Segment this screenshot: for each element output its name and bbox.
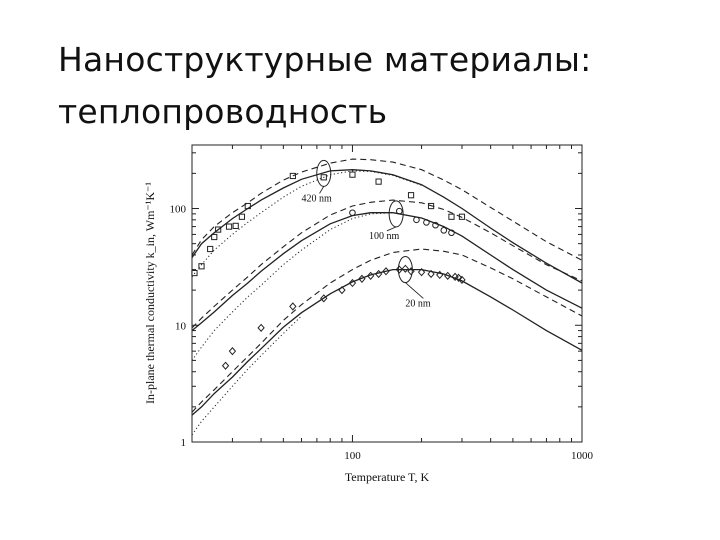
title-line-1: Наноструктурные материалы: bbox=[58, 40, 592, 79]
series-line-dashed bbox=[191, 199, 583, 329]
diamond-marker bbox=[395, 265, 403, 274]
y-axis-label: In-plane thermal conductivity k_in, Wm⁻¹… bbox=[143, 182, 157, 404]
diamond-marker bbox=[458, 275, 466, 284]
diamond-marker bbox=[289, 302, 297, 311]
square-marker bbox=[225, 223, 233, 230]
circle-marker bbox=[423, 219, 430, 226]
diamond-marker bbox=[427, 269, 435, 279]
series-line-dotted bbox=[191, 170, 422, 278]
diamond-marker bbox=[401, 264, 410, 273]
square-marker bbox=[289, 172, 296, 180]
series-line-dashed bbox=[191, 158, 583, 261]
diamond-marker bbox=[358, 274, 366, 283]
annotation-label: 100 nm bbox=[369, 231, 400, 242]
square-marker bbox=[191, 269, 198, 277]
plot-frame bbox=[191, 144, 583, 443]
circle-marker bbox=[432, 221, 439, 229]
x-tick-label: 1000 bbox=[571, 450, 594, 462]
diamond-marker bbox=[257, 323, 265, 333]
square-marker bbox=[349, 171, 356, 178]
square-marker bbox=[448, 213, 455, 220]
series-lines bbox=[191, 158, 583, 436]
diamond-marker bbox=[221, 361, 230, 370]
series-line-dotted bbox=[191, 315, 302, 436]
square-marker bbox=[238, 213, 246, 220]
circle-marker bbox=[349, 209, 356, 217]
series-line-solid bbox=[191, 169, 583, 284]
circle-marker bbox=[448, 229, 455, 237]
annotation-label: 20 nm bbox=[405, 298, 431, 309]
series-line-dotted bbox=[191, 212, 393, 361]
circle-marker bbox=[413, 216, 420, 224]
square-marker bbox=[427, 202, 435, 210]
series-line-solid bbox=[191, 268, 583, 416]
diamond-marker bbox=[374, 269, 383, 279]
circle-marker bbox=[440, 227, 448, 234]
diamond-marker bbox=[444, 271, 452, 281]
diamond-marker bbox=[417, 268, 426, 277]
annotation-leader bbox=[319, 186, 325, 194]
y-tick-label: 100 bbox=[170, 204, 187, 216]
diamond-marker bbox=[366, 271, 375, 281]
diamond-marker bbox=[436, 270, 444, 280]
diamond-marker bbox=[407, 267, 415, 276]
square-marker bbox=[320, 174, 327, 181]
annotation-leader bbox=[405, 282, 424, 299]
series-line-dashed bbox=[191, 248, 583, 413]
diamond-marker bbox=[228, 347, 237, 356]
slide-title: Наноструктурные материалы: теплопроводно… bbox=[58, 34, 698, 138]
annotation-label: 420 nm bbox=[302, 193, 333, 204]
square-marker bbox=[215, 226, 222, 233]
square-marker bbox=[458, 213, 466, 220]
square-marker bbox=[198, 263, 205, 270]
diamond-marker bbox=[348, 278, 357, 288]
data-markers bbox=[191, 171, 466, 370]
diamond-marker bbox=[454, 273, 463, 282]
square-marker bbox=[232, 222, 239, 229]
x-tick-label: 100 bbox=[344, 450, 361, 462]
square-marker bbox=[375, 178, 382, 185]
square-marker bbox=[211, 233, 218, 241]
annotation-leader bbox=[386, 226, 397, 232]
diamond-marker bbox=[320, 294, 328, 303]
x-axis-label: Temperature T, K bbox=[345, 470, 430, 484]
square-marker bbox=[407, 192, 415, 199]
title-line-2: теплопроводность bbox=[58, 92, 388, 131]
square-marker bbox=[244, 202, 251, 210]
circle-marker bbox=[396, 207, 403, 215]
annotations: 420 nm 100 nm 20 nm bbox=[302, 159, 431, 309]
diamond-marker bbox=[382, 267, 390, 276]
thermal-conductivity-chart: 100 1000 1 10 100 420 nm 100 nm 20 nm Temperat… bbox=[143, 144, 594, 484]
square-marker bbox=[207, 245, 214, 253]
diamond-marker bbox=[338, 285, 346, 295]
y-tick-label: 1 bbox=[181, 437, 187, 449]
axis-ticks: 100 1000 1 10 100 bbox=[170, 145, 594, 462]
y-tick-label: 10 bbox=[175, 320, 187, 332]
